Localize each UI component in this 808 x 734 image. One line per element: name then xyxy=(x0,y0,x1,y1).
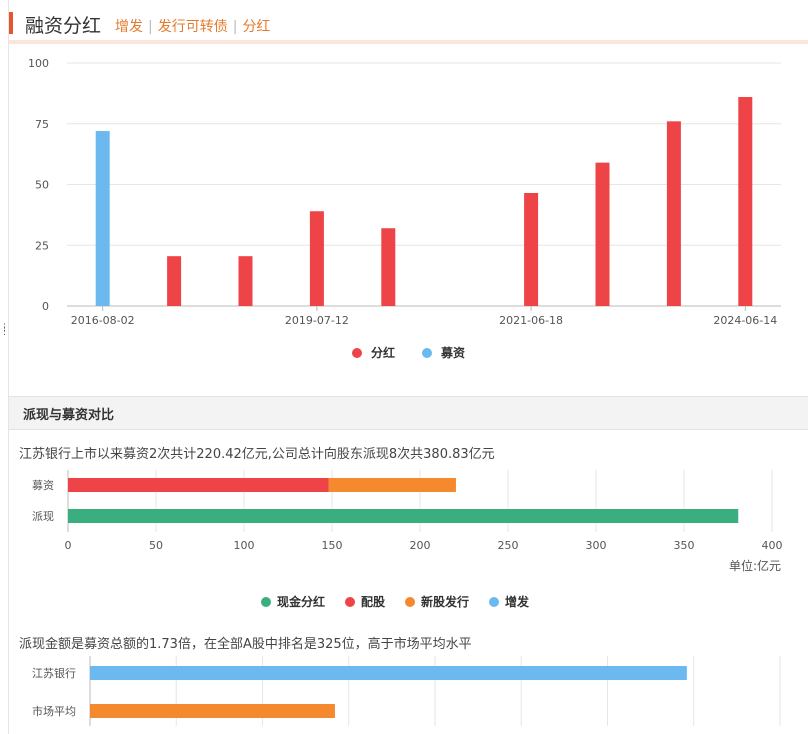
unit-label: 单位:亿元 xyxy=(729,559,782,573)
category-label: 江苏银行 xyxy=(32,666,76,680)
bar xyxy=(90,704,335,718)
legend-marker xyxy=(352,348,362,358)
header-links: 增发 | 发行可转债 | 分红 xyxy=(115,19,271,35)
legend-marker xyxy=(489,597,500,607)
y-tick-label: 0 xyxy=(42,300,49,313)
panel-header: 融资分红 增发 | 发行可转债 | 分红 xyxy=(9,6,808,44)
legend-marker xyxy=(422,348,432,358)
x-tick-label: 150 xyxy=(322,539,343,552)
bar-dividend xyxy=(595,162,610,306)
x-tick-label: 200 xyxy=(410,539,431,552)
header-accent-bar xyxy=(9,12,13,34)
bar-segment xyxy=(68,478,329,492)
legend-item[interactable]: 配股 xyxy=(345,593,385,610)
legend-label: 募资 xyxy=(440,345,465,360)
x-tick-label: 250 xyxy=(498,539,519,552)
legend-label: 现金分红 xyxy=(277,595,326,609)
legend-item[interactable]: 新股发行 xyxy=(405,593,469,610)
x-tick-label: 350 xyxy=(674,539,695,552)
bar-dividend xyxy=(167,256,182,306)
financing-dividend-panel: 融资分红 增发 | 发行可转债 | 分红 0 25 50 75 100 2016-08-02 201… xyxy=(8,0,808,734)
bar-dividend xyxy=(738,97,753,306)
bar-segment xyxy=(68,509,739,523)
link-convertible-bond[interactable]: 发行可转债 xyxy=(157,19,228,35)
bar-dividend xyxy=(238,256,253,306)
x-tick-label: 300 xyxy=(586,539,607,552)
x-tick-label: 400 xyxy=(762,539,783,552)
x-tick-label: 100 xyxy=(234,539,255,552)
resize-grip-icon[interactable]: ⋮ ⋮ xyxy=(0,323,9,337)
summary-text-1: 江苏银行上市以来募资2次共计220.42亿元,公司总计向股东派现8次共380.8… xyxy=(19,447,495,462)
category-label: 募资 xyxy=(32,479,54,492)
bar-fundraise xyxy=(95,131,110,306)
legend-label: 新股发行 xyxy=(421,595,470,609)
x-tick-label: 2016-08-02 xyxy=(71,314,135,327)
chart2-legend: 现金分红 配股 新股发行 增发 xyxy=(261,593,549,610)
legend-marker xyxy=(405,597,416,607)
x-tick-label: 2019-07-12 xyxy=(285,314,349,327)
bar-dividend xyxy=(666,121,681,306)
legend-label: 增发 xyxy=(505,595,530,609)
x-tick-label: 2021-06-18 xyxy=(499,314,563,327)
legend-item[interactable]: 增发 xyxy=(489,593,529,610)
bar xyxy=(90,666,687,680)
bar-segment xyxy=(328,478,456,492)
link-additional-issue[interactable]: 增发 xyxy=(115,19,143,35)
x-tick-label: 0 xyxy=(65,539,72,552)
y-tick-label: 25 xyxy=(35,239,49,252)
legend-item[interactable]: 现金分红 xyxy=(261,593,325,610)
section-title: 派现与募资对比 xyxy=(23,408,115,423)
summary-text-2: 派现金额是募资总额的1.73倍，在全部A股中排名是325位，高于市场平均水平 xyxy=(19,637,472,652)
bar-dividend xyxy=(381,228,396,306)
section-header: 派现与募资对比 xyxy=(9,396,808,430)
bar-dividend xyxy=(524,193,539,306)
legend-label: 分红 xyxy=(371,345,395,360)
legend-label: 配股 xyxy=(361,595,386,609)
x-tick-label: 2024-06-14 xyxy=(713,314,777,327)
category-label: 派现 xyxy=(32,510,54,523)
legend-marker xyxy=(345,597,356,607)
dividend-fundraise-bar-chart: 0 25 50 75 100 2016-08-02 2019-07-12 2021-06-18… xyxy=(28,57,781,360)
bar-dividend xyxy=(309,211,324,306)
category-label: 市场平均 xyxy=(32,704,76,718)
y-tick-label: 75 xyxy=(35,118,49,131)
x-tick-label: 50 xyxy=(149,539,163,552)
legend-marker xyxy=(261,597,271,607)
panel-title: 融资分红 xyxy=(25,15,102,37)
y-tick-label: 100 xyxy=(28,57,49,70)
y-tick-label: 50 xyxy=(35,179,49,192)
link-dividend[interactable]: 分红 xyxy=(242,19,271,35)
